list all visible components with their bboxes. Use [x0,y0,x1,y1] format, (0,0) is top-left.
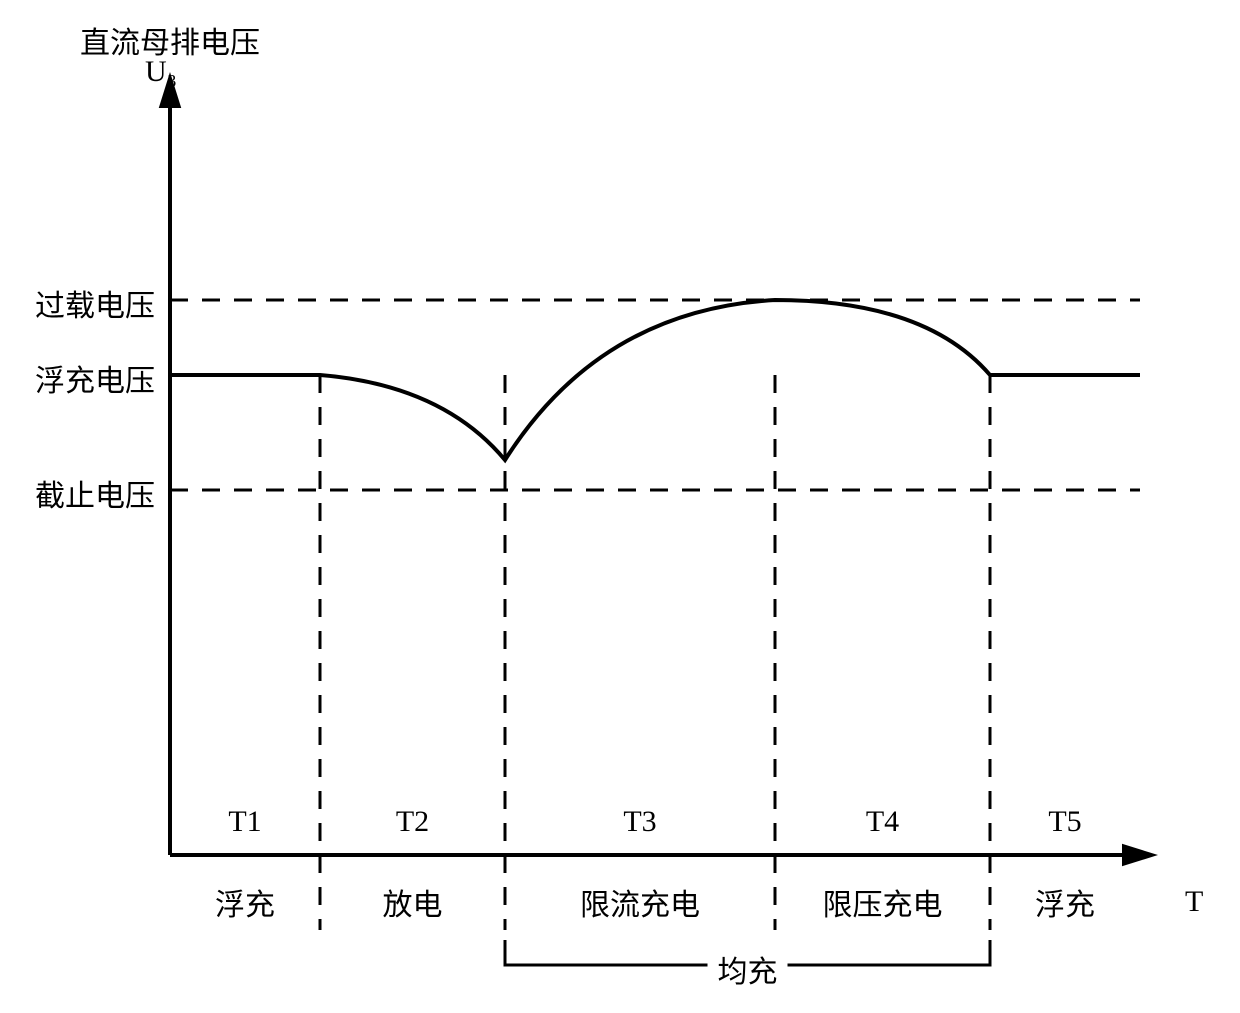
phase-bottom-T3: 限流充电 [580,880,700,924]
y-label-overload: 过载电压 [35,281,155,325]
phase-bottom-T5: 浮充 [1035,880,1095,924]
y-axis-title-2: U₃ [145,55,177,89]
phase-top-T5: T5 [1048,805,1081,839]
x-axis-title: T [1185,885,1203,919]
phase-top-T2: T2 [396,805,429,839]
phase-bottom-T4: 限压充电 [823,880,943,924]
y-label-cutoff: 截止电压 [35,471,155,515]
phase-top-T1: T1 [228,805,261,839]
diagram-svg [0,0,1240,1013]
y-label-float: 浮充电压 [35,356,155,400]
bracket-label: 均充 [718,947,778,991]
voltage-diagram: 直流母排电压U₃T过载电压浮充电压截止电压T1浮充T2放电T3限流充电T4限压充… [0,0,1240,1013]
phase-bottom-T1: 浮充 [215,880,275,924]
phase-bottom-T2: 放电 [383,880,443,924]
phase-top-T3: T3 [623,805,656,839]
phase-top-T4: T4 [866,805,899,839]
